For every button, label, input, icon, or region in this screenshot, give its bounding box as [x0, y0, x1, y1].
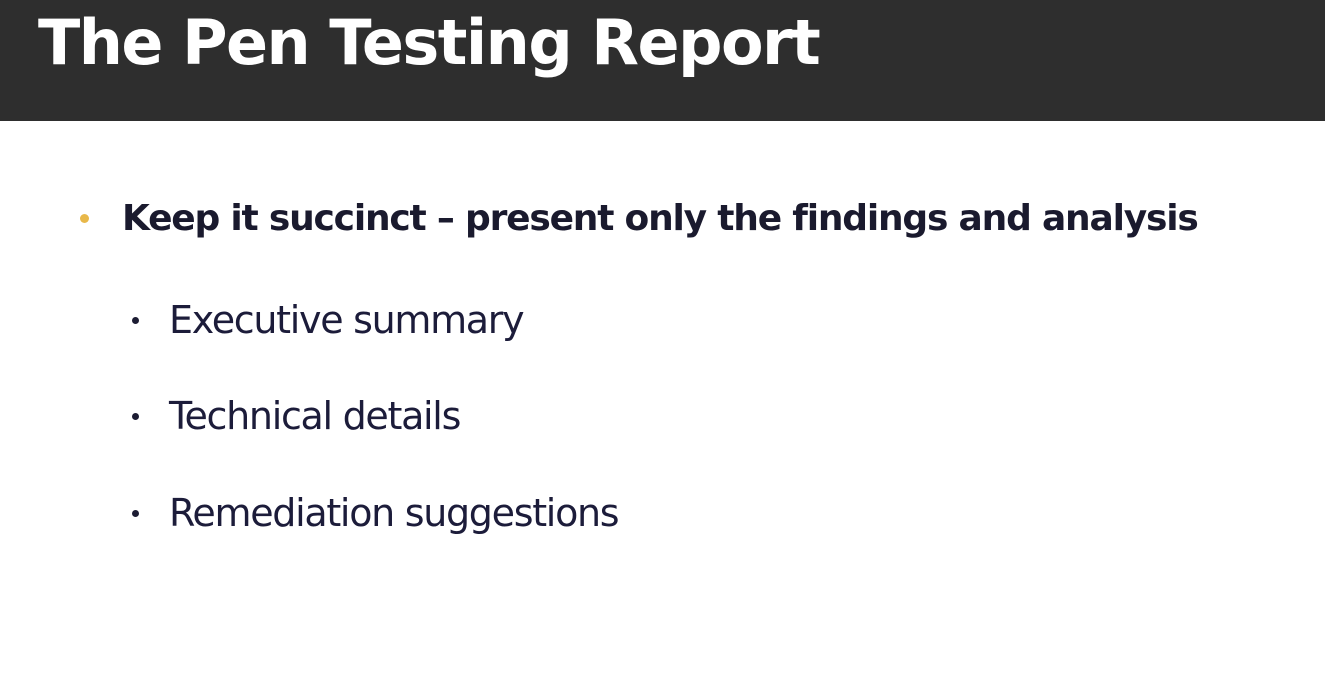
slide-title: The Pen Testing Report — [38, 6, 821, 79]
bullet-dot-icon — [132, 412, 139, 420]
sub-bullet-remediation-suggestions: Remediation suggestions — [132, 488, 620, 538]
bullet-dot-icon — [80, 213, 89, 223]
sub-bullet-text: Technical details — [169, 394, 461, 438]
main-bullet-text: Keep it succinct – present only the find… — [122, 197, 1199, 239]
bullet-dot-icon — [132, 509, 139, 517]
title-bar: The Pen Testing Report — [0, 0, 1325, 121]
sub-bullet-text: Remediation suggestions — [169, 491, 620, 535]
bullet-dot-icon — [132, 316, 139, 324]
sub-bullet-technical-details: Technical details — [132, 391, 461, 441]
sub-bullet-executive-summary: Executive summary — [132, 295, 525, 345]
main-bullet: Keep it succinct – present only the find… — [80, 193, 1199, 243]
sub-bullet-text: Executive summary — [169, 298, 525, 342]
